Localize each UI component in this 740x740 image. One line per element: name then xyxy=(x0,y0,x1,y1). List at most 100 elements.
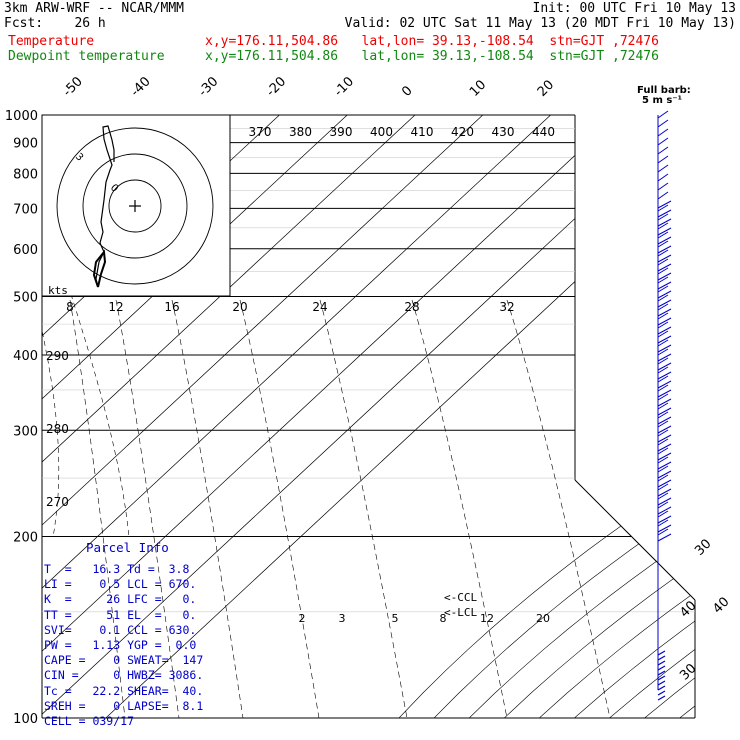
isotherm-label-20: 20 xyxy=(535,78,557,100)
barb-379 xyxy=(657,371,672,380)
theta-e-label-390: 390 xyxy=(330,125,353,139)
barb-289 xyxy=(657,281,672,290)
pressure-label-600: 600 xyxy=(13,243,38,258)
forecast-hour: Fcst: 26 h xyxy=(4,16,106,31)
barb-b-253 xyxy=(657,249,669,257)
barb-low-690 xyxy=(657,685,666,691)
barb-235 xyxy=(657,227,672,236)
isotherm-label--10: -10 xyxy=(331,74,357,100)
barb-b-343 xyxy=(657,339,669,347)
barb-title: Full barb: xyxy=(637,85,691,96)
barb-b-451 xyxy=(657,447,669,455)
barb-b-496 xyxy=(657,492,669,500)
hodograph-unit-label: kts xyxy=(48,284,68,297)
legend-dewpoint-coords: x,y=176.11,504.86 lat,lon= 39.13,-108.54… xyxy=(205,49,659,64)
barb-b-406 xyxy=(657,402,669,410)
mixing-ratio-label-5: 5 xyxy=(392,612,399,625)
isotherm-label-0: 0 xyxy=(399,83,415,99)
barb-460 xyxy=(657,452,672,461)
hodograph-ring-arc-g xyxy=(506,299,611,718)
barb-b-307 xyxy=(657,303,669,311)
barb-b-505 xyxy=(657,501,669,509)
isotherm-label-10: 10 xyxy=(467,78,489,100)
barb-b-244 xyxy=(657,240,669,248)
barb-487 xyxy=(657,479,672,488)
hodograph-ring-tick-28: 28 xyxy=(404,300,419,314)
pressure-label-800: 800 xyxy=(13,167,38,182)
legend-temperature: Temperature xyxy=(8,34,95,49)
barb-343 xyxy=(657,335,672,344)
barb-532 xyxy=(657,524,672,533)
barb-523 xyxy=(657,515,672,524)
parcel-info-row: LI = 0.5 LCL = 670. xyxy=(44,577,197,592)
hodograph-ring-tick-32: 32 xyxy=(499,300,514,314)
isotherm-label-right-40: 40 xyxy=(710,595,732,617)
parcel-info-row: CAPE = 0 SWEAT= 147 xyxy=(44,653,204,668)
barb-b-379 xyxy=(657,375,669,383)
barb-190 xyxy=(657,182,669,191)
barb-b-514 xyxy=(657,510,669,518)
barb-163 xyxy=(657,155,669,164)
barb-451 xyxy=(657,443,672,452)
pressure-label-200: 200 xyxy=(13,530,38,545)
pressure-label-900: 900 xyxy=(13,137,38,152)
parcel-info-row: SVI= 0.1 CCL = 630. xyxy=(44,622,197,637)
barb-280 xyxy=(657,272,672,281)
dry-adiabat-330 xyxy=(679,115,695,718)
barb-low-660 xyxy=(657,655,666,661)
hodograph-ring-tick-20: 20 xyxy=(232,300,247,314)
parcel-info-row: T = 16.3 Td = 3.8 xyxy=(44,562,190,576)
barb-b-226 xyxy=(657,222,669,230)
barb-316 xyxy=(657,308,672,317)
frame-right-slant xyxy=(574,479,696,601)
theta-label-280: 280 xyxy=(46,422,69,436)
isotherm--10 xyxy=(42,115,348,718)
barb-397 xyxy=(657,389,672,398)
mixing-ratio-label-2: 2 xyxy=(299,612,306,625)
isotherm-10 xyxy=(42,115,484,718)
barb-b-352 xyxy=(657,348,669,356)
barb-361 xyxy=(657,353,672,362)
isotherm-30 xyxy=(42,115,619,718)
hodograph-ring-arc-b xyxy=(115,299,180,718)
hodograph-ring-arc-d xyxy=(239,299,320,718)
parcel-info-row: CIN = 0 HWBZ= 3086. xyxy=(44,668,204,683)
barb-b-217 xyxy=(657,213,669,221)
barb-541 xyxy=(657,533,672,542)
barb-low-675 xyxy=(657,670,666,676)
barb-b-424 xyxy=(657,420,669,428)
barb-514 xyxy=(657,506,672,515)
barb-271 xyxy=(657,263,672,272)
isotherm-20 xyxy=(42,115,551,718)
barb-b-460 xyxy=(657,456,669,464)
barb-b-235 xyxy=(657,231,669,239)
barb-low-680 xyxy=(657,675,666,681)
isotherm-label-30: 30 xyxy=(677,661,699,683)
isotherm-label--20: -20 xyxy=(264,74,290,100)
pressure-label-500: 500 xyxy=(13,291,38,306)
barb-b-532 xyxy=(657,528,669,536)
barb-352 xyxy=(657,344,672,353)
theta-e-label-430: 430 xyxy=(492,125,515,139)
parcel-info-title: Parcel Info xyxy=(86,540,169,555)
hodograph-low-level xyxy=(92,249,107,288)
barb-217 xyxy=(657,209,672,218)
barb-b-208 xyxy=(657,204,669,212)
hodograph-ring-1 xyxy=(82,153,188,259)
isotherm-label--50: -50 xyxy=(60,74,86,100)
pressure-label-100: 100 xyxy=(13,712,38,727)
model-title: 3km ARW-WRF -- NCAR/MMM xyxy=(4,1,185,16)
barb-b-469 xyxy=(657,465,669,473)
barb-145 xyxy=(657,137,669,146)
barb-226 xyxy=(657,218,672,227)
hodograph-ring-tick-12: 12 xyxy=(108,300,123,314)
barb-334 xyxy=(657,326,672,335)
barb-unit: 5 m s⁻¹ xyxy=(642,95,682,106)
barb-b-325 xyxy=(657,321,669,329)
hodograph-ring-arc-e xyxy=(319,299,408,718)
dry-adiabat-340 xyxy=(715,115,740,718)
dry-adiabat-270 xyxy=(468,115,695,718)
barb-370 xyxy=(657,362,672,371)
barb-low-700 xyxy=(657,695,666,701)
theta-label-270: 270 xyxy=(46,495,69,509)
